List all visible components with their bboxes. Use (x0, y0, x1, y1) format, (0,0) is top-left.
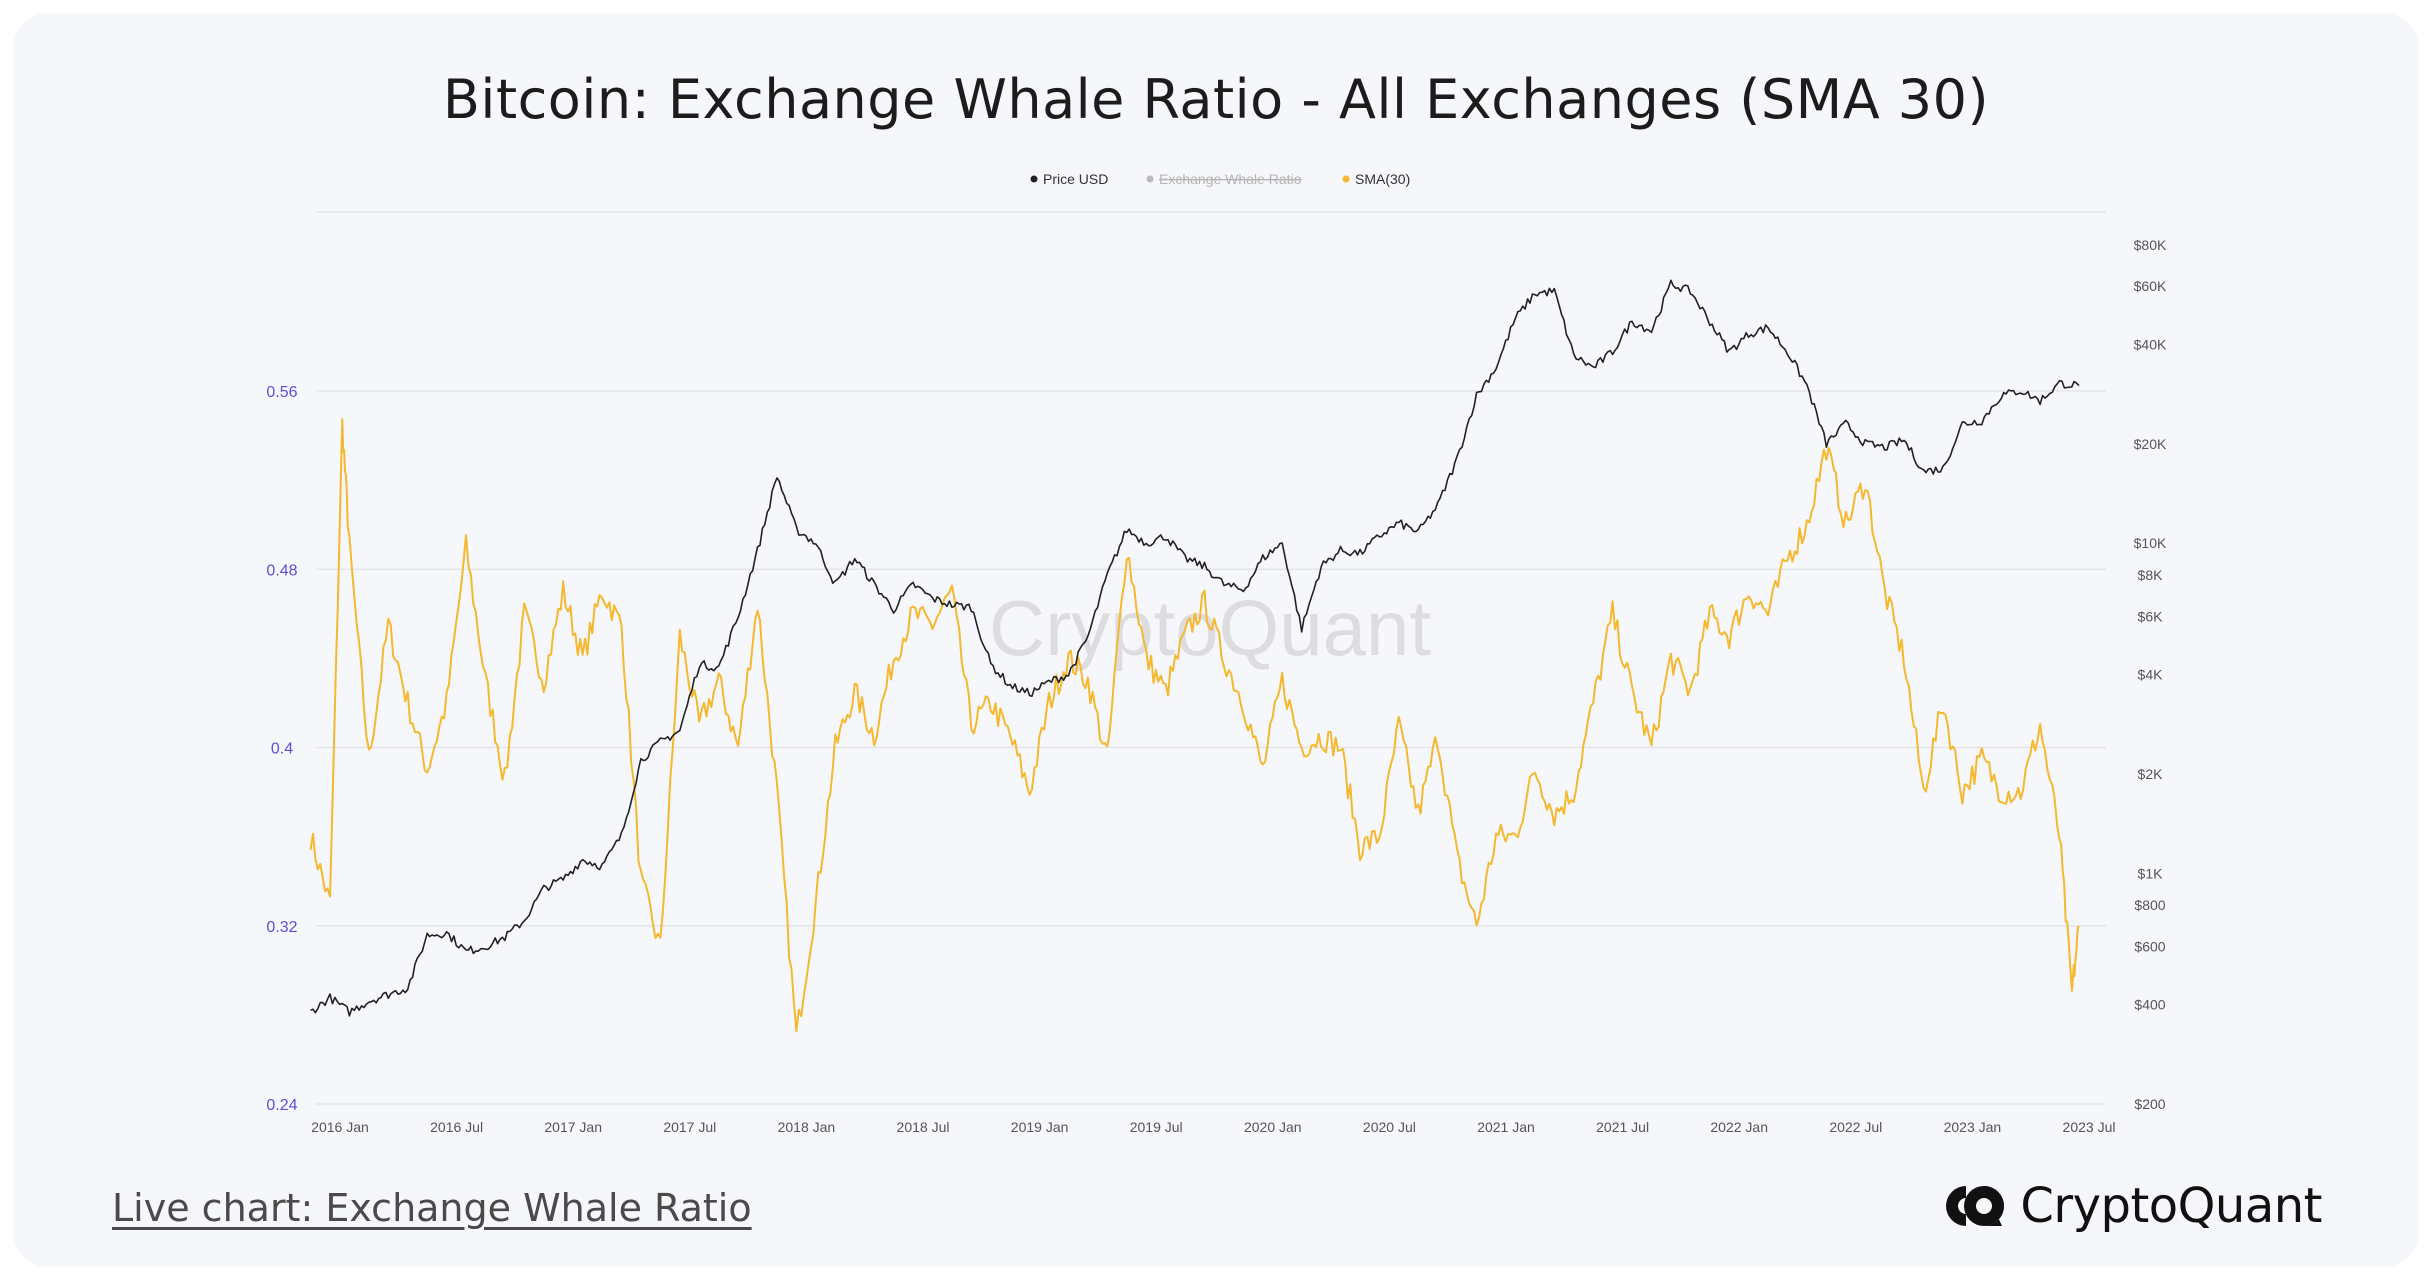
x-tick-label: 2022 Jan (1710, 1119, 1768, 1135)
y-right-tick-label: $800 (2134, 897, 2165, 913)
x-tick-label: 2022 Jul (1829, 1119, 1882, 1135)
y-right-tick-label: $60K (2134, 278, 2167, 294)
legend-marker (1146, 175, 1154, 183)
x-tick-label: 2019 Jul (1130, 1119, 1183, 1135)
y-left-tick-label: 0.32 (266, 919, 297, 936)
x-tick-label: 2019 Jan (1011, 1119, 1069, 1135)
y-left-tick-label: 0.4 (271, 741, 293, 758)
x-tick-label: 2021 Jan (1477, 1119, 1535, 1135)
plot-lines (309, 279, 2080, 1033)
y-right-tick-label: $6K (2138, 608, 2164, 624)
brand-logo: CryptoQuant (1944, 1178, 2322, 1234)
y-left-tick-label: 0.56 (266, 384, 297, 401)
y-axis-right: $200 $400 $600 $800 $1K $2K $4K $6K $8K $10K $20K $… (2134, 237, 2167, 1112)
y-right-tick-label: $10K (2134, 535, 2167, 551)
y-right-tick-label: $200 (2134, 1096, 2165, 1112)
x-tick-label: 2018 Jul (897, 1119, 950, 1135)
grid (316, 211, 2106, 1105)
x-tick-label: 2017 Jan (544, 1119, 602, 1135)
y-left-tick-label: 0.24 (266, 1097, 297, 1114)
x-tick-label: 2017 Jul (663, 1119, 716, 1135)
x-tick-label: 2020 Jul (1363, 1119, 1416, 1135)
sma-30-line (309, 418, 2080, 1033)
x-axis: 2016 Jan 2016 Jul 2017 Jan 2017 Jul 2018 Jan… (311, 1119, 2115, 1135)
cryptoquant-logo-icon (1946, 1186, 2005, 1226)
price-usd-line (310, 279, 2080, 1017)
x-tick-label: 2023 Jul (2063, 1119, 2116, 1135)
x-tick-label: 2021 Jul (1596, 1119, 1649, 1135)
y-left-tick-label: 0.48 (266, 562, 297, 579)
x-tick-label: 2016 Jul (430, 1119, 483, 1135)
y-right-tick-label: $40K (2134, 336, 2167, 352)
y-right-tick-label: $8K (2138, 567, 2164, 583)
y-right-tick-label: $400 (2134, 997, 2165, 1013)
y-right-tick-label: $80K (2134, 237, 2167, 253)
legend-entry[interactable]: SMA(30) (1355, 171, 1410, 187)
y-right-tick-label: $600 (2134, 938, 2165, 954)
x-tick-label: 2018 Jan (778, 1119, 836, 1135)
y-right-tick-label: $20K (2134, 436, 2167, 452)
y-axis-left: 0.24 0.32 0.4 0.48 0.56 (266, 384, 297, 1114)
legend: Price USD Exchange Whale Ratio SMA(30) (1030, 171, 1410, 187)
x-tick-label: 2023 Jan (1944, 1119, 2002, 1135)
chart-title: Bitcoin: Exchange Whale Ratio - All Exch… (442, 68, 1990, 131)
legend-entry[interactable]: Price USD (1043, 171, 1108, 187)
legend-marker (1342, 175, 1350, 183)
x-tick-label: 2020 Jan (1244, 1119, 1302, 1135)
brand-name: CryptoQuant (2020, 1178, 2322, 1234)
live-chart-link[interactable]: Live chart: Exchange Whale Ratio (112, 1186, 752, 1230)
legend-marker (1030, 175, 1038, 183)
chart-card (13, 13, 2419, 1267)
y-right-tick-label: $4K (2138, 667, 2164, 683)
x-tick-label: 2016 Jan (311, 1119, 369, 1135)
y-right-tick-label: $2K (2138, 766, 2164, 782)
legend-entry[interactable]: Exchange Whale Ratio (1159, 171, 1302, 187)
y-right-tick-label: $1K (2138, 865, 2164, 881)
